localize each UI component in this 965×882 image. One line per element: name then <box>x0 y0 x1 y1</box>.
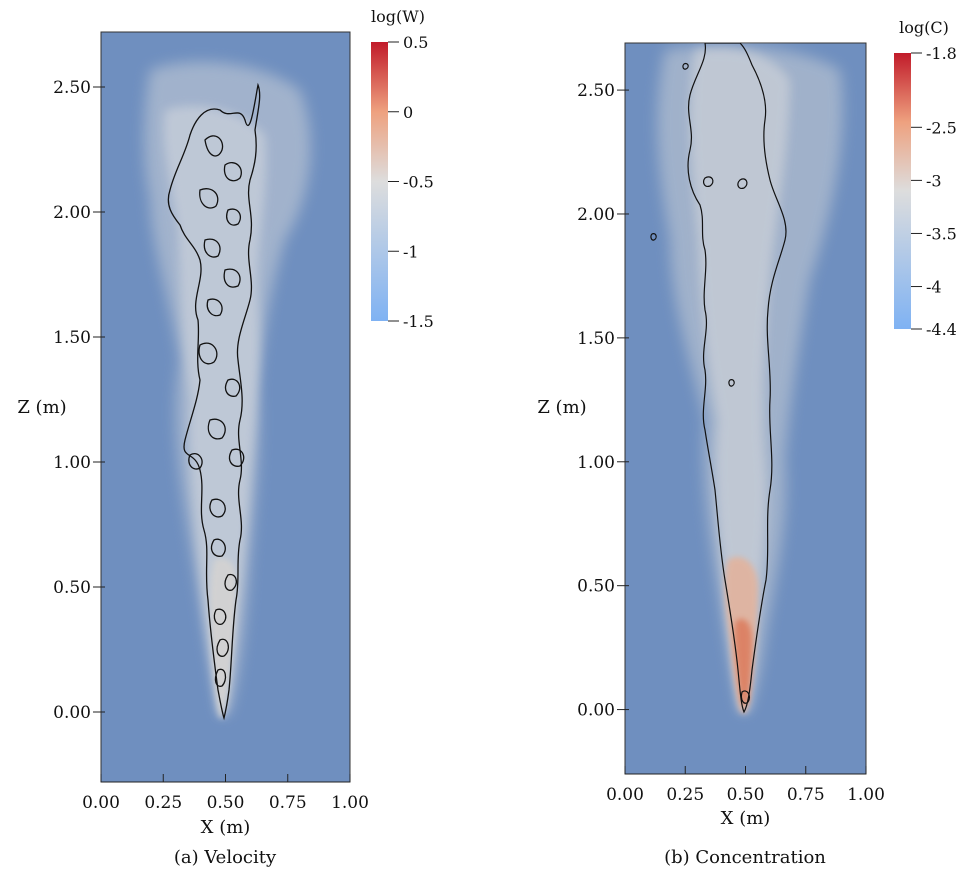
y-tick-label-velocity: 1.00 <box>53 453 91 473</box>
x-tick-label-velocity: 0.00 <box>82 793 120 813</box>
colorbar-tick-label-concentration: -4.4 <box>926 320 957 339</box>
y-tick-label-velocity: 0.50 <box>53 578 91 598</box>
colorbar-tick-label-concentration: -1.8 <box>926 44 957 63</box>
plume-field-velocity <box>144 61 311 721</box>
x-tick-label-concentration: 0.50 <box>727 785 765 805</box>
colorbar-tick-label-velocity: 0 <box>403 103 413 122</box>
y-tick-label-concentration: 1.00 <box>577 453 615 473</box>
colorbar-tick-label-velocity: 0.5 <box>403 33 428 52</box>
colorbar-tick-label-velocity: -1 <box>403 242 419 261</box>
caption-velocity: (a) Velocity <box>174 847 277 868</box>
y-tick-label-concentration: 2.50 <box>577 81 615 101</box>
colorbar-tick-label-concentration: -3.5 <box>926 224 957 243</box>
colorbar-tick-label-concentration: -2.5 <box>926 118 957 137</box>
y-tick-label-velocity: 2.00 <box>53 203 91 223</box>
y-tick-label-concentration: 0.00 <box>577 701 615 721</box>
x-tick-label-velocity: 0.75 <box>269 793 307 813</box>
x-tick-label-velocity: 1.00 <box>331 793 369 813</box>
velocity-contours <box>167 82 261 721</box>
y-tick-label-concentration: 0.50 <box>577 577 615 597</box>
x-axis-label-velocity: X (m) <box>201 817 251 838</box>
x-tick-label-velocity: 0.25 <box>144 793 182 813</box>
x-tick-label-concentration: 0.75 <box>787 785 825 805</box>
y-tick-label-velocity: 0.00 <box>53 703 91 723</box>
plume-field-concentration <box>650 43 843 714</box>
colorbar-label-concentration: log(C) <box>899 18 949 37</box>
y-tick-label-concentration: 2.00 <box>577 205 615 225</box>
x-tick-label-concentration: 0.00 <box>606 785 644 805</box>
y-tick-label-velocity: 2.50 <box>53 78 91 98</box>
colorbar-tick-label-velocity: -1.5 <box>403 312 434 331</box>
colorbar-tick-label-concentration: -4 <box>926 278 942 297</box>
y-axis-label-velocity: Z (m) <box>17 397 66 418</box>
x-tick-label-velocity: 0.50 <box>207 793 245 813</box>
y-tick-label-velocity: 1.50 <box>53 328 91 348</box>
colorbar-tick-label-velocity: -0.5 <box>403 173 434 192</box>
colorbar-velocity <box>371 42 388 321</box>
colorbar-label-velocity: log(W) <box>371 7 425 26</box>
y-axis-label-concentration: Z (m) <box>537 397 586 418</box>
x-tick-label-concentration: 0.25 <box>666 785 704 805</box>
x-axis-label-concentration: X (m) <box>721 808 771 829</box>
panel-velocity <box>100 31 351 783</box>
y-tick-label-concentration: 1.50 <box>577 329 615 349</box>
colorbar-concentration <box>894 53 911 329</box>
x-tick-label-concentration: 1.00 <box>847 785 885 805</box>
axes-layer: 0.00 0.25 0.50 0.75 1.000.000.501.001.502.00… <box>17 7 957 868</box>
panel-concentration <box>624 42 867 775</box>
colorbar-tick-label-concentration: -3 <box>926 171 942 190</box>
concentration-contours <box>650 43 787 714</box>
caption-concentration: (b) Concentration <box>664 847 826 868</box>
